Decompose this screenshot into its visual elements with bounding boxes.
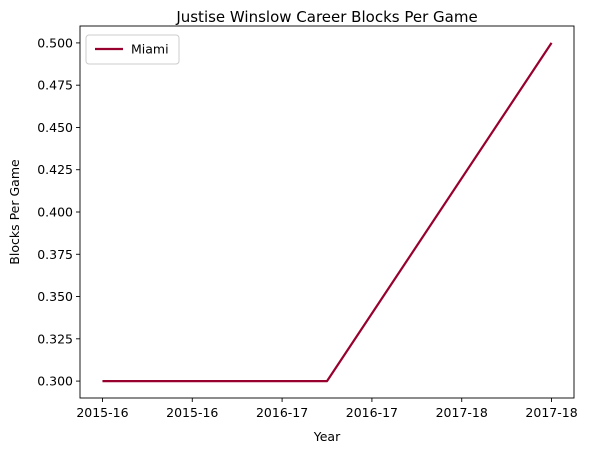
y-axis: 0.300 0.325 0.350 0.375 0.400 0.425 0.450 0.475…: [37, 35, 80, 389]
series-layer: [102, 42, 553, 383]
x-tick-label: 2015-16: [166, 405, 218, 420]
series-line-miami: [102, 42, 553, 383]
legend: Miami: [85, 34, 180, 65]
y-tick-label: 0.350: [37, 289, 73, 304]
plot-area: [79, 25, 575, 399]
y-tick-label: 0.400: [37, 205, 73, 220]
x-axis: 2015-16 2015-16 2016-17 2016-17 2017-18 2017-…: [76, 398, 578, 420]
plot-frame: [79, 25, 575, 399]
y-tick-label: 0.450: [37, 120, 73, 135]
y-tick-label: 0.425: [37, 162, 73, 177]
chart-title: Justise Winslow Career Blocks Per Game: [175, 8, 477, 26]
x-tick-label: 2015-16: [76, 405, 128, 420]
x-tick-label: 2017-18: [436, 405, 488, 420]
legend-label-miami: Miami: [131, 42, 169, 57]
x-axis-label: Year: [313, 429, 341, 444]
legend-box: [85, 34, 180, 65]
y-tick-label: 0.325: [37, 331, 73, 346]
x-tick-label: 2016-17: [346, 405, 398, 420]
x-tick-label: 2017-18: [525, 405, 577, 420]
y-tick-label: 0.300: [37, 374, 73, 389]
x-tick-label: 2016-17: [256, 405, 308, 420]
y-axis-label: Blocks Per Game: [7, 159, 22, 265]
y-tick-label: 0.375: [37, 247, 73, 262]
y-tick-label: 0.500: [37, 35, 73, 50]
y-tick-label: 0.475: [37, 78, 73, 93]
